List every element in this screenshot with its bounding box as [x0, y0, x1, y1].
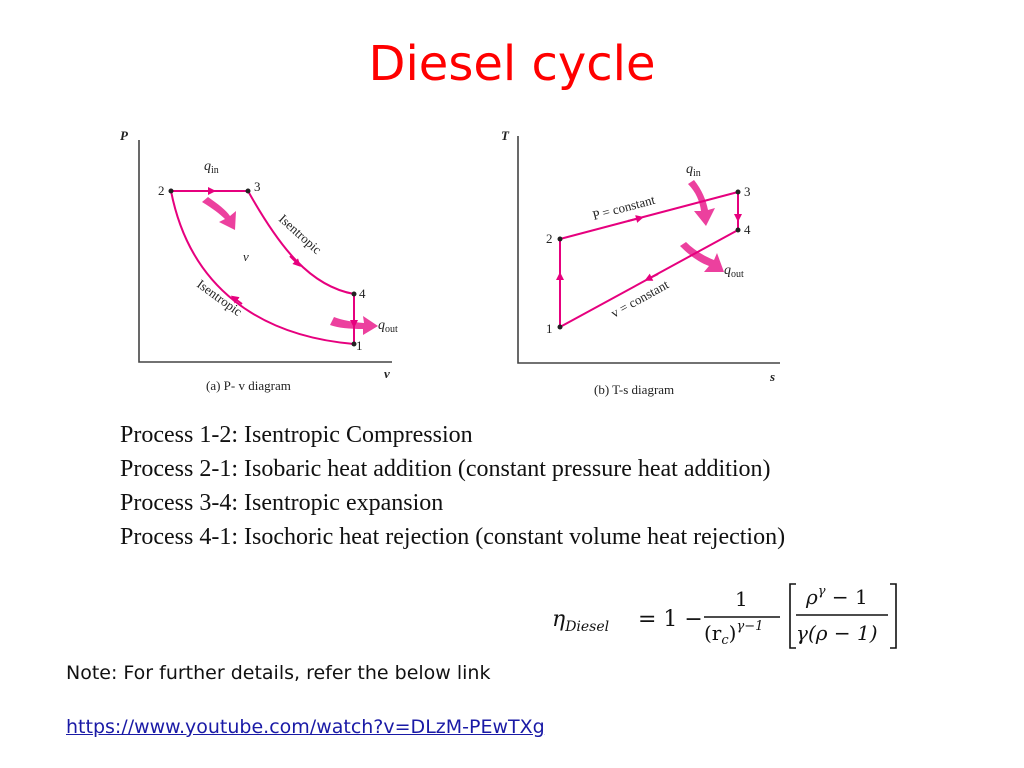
- pv-compression-label: Isentropic: [194, 276, 245, 319]
- ts-caption: (b) T-s diagram: [594, 382, 674, 397]
- pv-arrow-3-4: [289, 255, 301, 267]
- ts-process-2-3: [559, 191, 739, 240]
- ts-heat-in-arrow: [688, 180, 715, 226]
- pv-caption: (a) P- v diagram: [206, 378, 291, 393]
- ts-arrow-4-1: [644, 273, 659, 281]
- efficiency-formula: ηDiesel = 1 − 1 (rc)γ−1 ργ − 1 γ(ρ − 1): [552, 583, 897, 649]
- ts-heat-in-label: qin: [686, 162, 701, 179]
- ts-point-2-label: 2: [546, 231, 553, 246]
- pv-heat-out-arrow: [330, 316, 378, 335]
- pv-point-1-label: 1: [356, 338, 363, 353]
- pv-diagram: P v 1 2 3 4 qin qout Isentropic Isentrop…: [120, 128, 398, 393]
- pv-x-axis-label: v: [384, 366, 390, 381]
- pv-state-points: [168, 188, 357, 347]
- process-item: Process 4-1: Isochoric heat rejection (c…: [120, 524, 786, 550]
- process-item: Process 1-2: Isentropic Compression: [120, 422, 473, 448]
- formula-right-bracket: [890, 583, 897, 649]
- ts-heat-out-arrow: [680, 242, 724, 272]
- ts-state-points: [557, 189, 741, 330]
- formula-equals: = 1 −: [638, 607, 703, 632]
- formula-frac2-num: ργ − 1: [805, 584, 868, 609]
- formula-left-bracket: [789, 583, 796, 649]
- ts-y-axis-label: T: [501, 128, 510, 143]
- pv-point-2-label: 2: [158, 183, 165, 198]
- ts-arrow-2-3: [627, 215, 644, 223]
- pv-point-3-label: 3: [254, 179, 261, 194]
- pv-axes: [138, 140, 392, 363]
- pv-heat-in-arrow: [202, 197, 236, 230]
- ts-axes: [517, 136, 780, 364]
- ts-heat-out-label: qout: [724, 263, 744, 280]
- formula-frac1-num: 1: [735, 587, 748, 611]
- pv-heat-in-label: qin: [204, 159, 219, 176]
- pv-point-4-label: 4: [359, 286, 366, 301]
- pv-arrow-1-2: [230, 295, 243, 305]
- process-item: Process 2-1: Isobaric heat addition (con…: [120, 456, 771, 482]
- note-text: Note: For further details, refer the bel…: [66, 662, 491, 684]
- pv-expansion-label: Isentropic: [276, 211, 325, 257]
- process-item: Process 3-4: Isentropic expansion: [120, 490, 444, 516]
- formula-frac2-den: γ(ρ − 1): [796, 621, 878, 645]
- formula-lhs: ηDiesel: [552, 607, 609, 635]
- ts-point-1-label: 1: [546, 321, 553, 336]
- ts-p-constant-label: P = constant: [591, 192, 657, 223]
- formula-frac1-den: (rc)γ−1: [704, 619, 763, 648]
- youtube-link[interactable]: https://www.youtube.com/watch?v=DLzM-PEw…: [66, 716, 545, 738]
- pv-y-axis-label: P: [120, 128, 129, 143]
- ts-x-axis-label: s: [769, 369, 775, 384]
- ts-point-4-label: 4: [744, 222, 751, 237]
- ts-diagram: T s 1 2 3 4 qin qout P = constant v = co…: [501, 128, 780, 397]
- pv-heat-out-label: qout: [378, 318, 398, 335]
- ts-point-3-label: 3: [744, 184, 751, 199]
- pv-region-label: v: [243, 249, 249, 264]
- process-list: Process 1-2: Isentropic Compression Proc…: [120, 418, 785, 554]
- page-title: Diesel cycle: [368, 36, 656, 92]
